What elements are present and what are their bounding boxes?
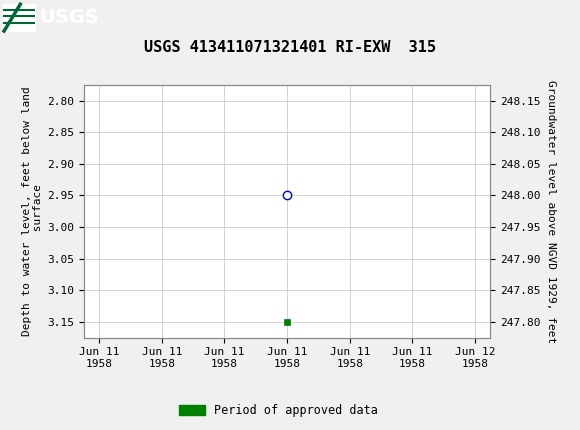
Text: USGS 413411071321401 RI-EXW  315: USGS 413411071321401 RI-EXW 315 — [144, 40, 436, 55]
Y-axis label: Groundwater level above NGVD 1929, feet: Groundwater level above NGVD 1929, feet — [546, 80, 556, 343]
Y-axis label: Depth to water level, feet below land
 surface: Depth to water level, feet below land su… — [21, 86, 44, 336]
Legend: Period of approved data: Period of approved data — [174, 399, 383, 422]
Bar — [3, 4, 35, 31]
Text: USGS: USGS — [39, 8, 99, 27]
